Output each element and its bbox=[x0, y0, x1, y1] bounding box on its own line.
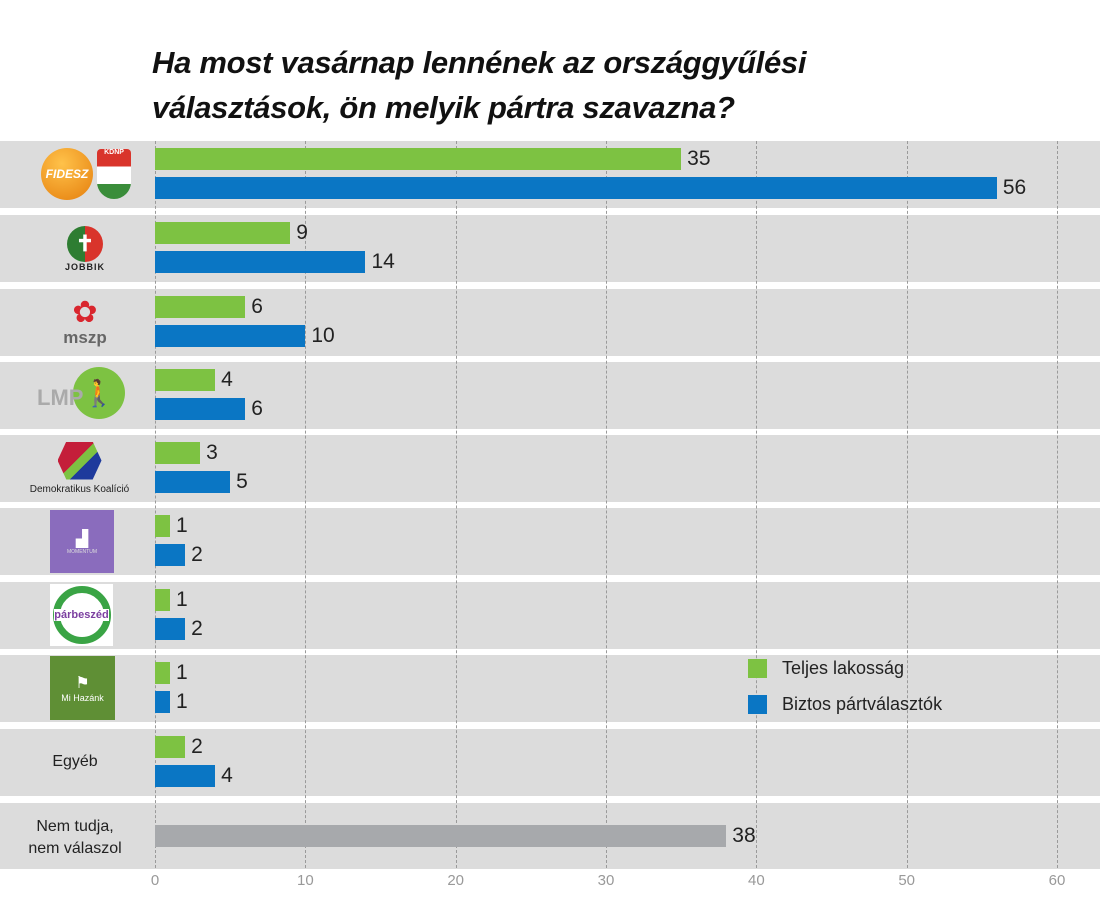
bar-teljes bbox=[155, 662, 171, 684]
bar-biztos bbox=[155, 251, 366, 273]
dk-mark-icon bbox=[57, 441, 102, 480]
bar-biztos bbox=[155, 544, 186, 566]
x-tick-label: 60 bbox=[1048, 872, 1066, 889]
dk-text: Demokratikus Koalíció bbox=[29, 483, 130, 495]
chart-title: Ha most vasárnap lennének az országgyűlé… bbox=[152, 45, 807, 125]
data-label: 56 bbox=[1002, 176, 1027, 199]
kdnp-logo: KDNP bbox=[97, 149, 131, 199]
legend-swatch bbox=[748, 659, 767, 678]
bar-biztos bbox=[155, 691, 171, 713]
momentum-logo: ▟ MOMENTUM bbox=[50, 510, 114, 573]
bar-teljes bbox=[155, 222, 291, 244]
data-label: 1 bbox=[176, 690, 188, 713]
label-nem-tudja-2: nem válaszol bbox=[28, 840, 122, 857]
fidesz-logo: FIDESZ bbox=[41, 148, 93, 200]
x-tick-label: 30 bbox=[597, 872, 615, 889]
gridline bbox=[606, 141, 607, 868]
data-label: 35 bbox=[687, 147, 711, 170]
data-label: 1 bbox=[176, 514, 188, 537]
bar-biztos bbox=[155, 618, 186, 640]
data-label: 14 bbox=[371, 250, 395, 273]
data-label: 9 bbox=[296, 221, 308, 244]
data-label: 4 bbox=[221, 764, 233, 787]
bar-teljes bbox=[155, 369, 216, 391]
bar-teljes bbox=[155, 296, 246, 318]
data-label: 6 bbox=[251, 295, 263, 318]
data-label: 5 bbox=[236, 470, 248, 493]
mihazank-logo: ⚑ Mi Hazánk bbox=[50, 656, 115, 720]
bar-teljes bbox=[155, 589, 171, 611]
carnation-icon: ✿ bbox=[72, 296, 98, 329]
bar-nem-tudja bbox=[155, 825, 727, 847]
bar-biztos bbox=[155, 765, 216, 787]
legend-label: Teljes lakosság bbox=[782, 658, 905, 678]
label-egyeb: Egyéb bbox=[52, 753, 98, 770]
data-label: 10 bbox=[311, 324, 335, 347]
gridline bbox=[305, 141, 307, 868]
parbeszed-text: párbeszéd bbox=[54, 609, 109, 621]
walking-person-icon: 🚶 bbox=[73, 367, 125, 419]
bar-biztos bbox=[155, 398, 246, 420]
mihazank-text: Mi Hazánk bbox=[61, 693, 104, 703]
momentum-text: MOMENTUM bbox=[67, 548, 97, 555]
legend-item-biztos: Biztos pártválasztók bbox=[748, 694, 942, 715]
jobbik-text: JOBBIK bbox=[64, 262, 105, 272]
gridline bbox=[756, 141, 758, 868]
data-label: 4 bbox=[221, 368, 233, 391]
parbeszed-logo: párbeszéd bbox=[50, 584, 113, 646]
data-label: 2 bbox=[191, 543, 203, 566]
data-label: 2 bbox=[191, 735, 203, 758]
gridline bbox=[455, 141, 457, 868]
gridline bbox=[906, 141, 908, 868]
x-tick-label: 50 bbox=[898, 872, 915, 889]
fidesz-kdnp-logo: FIDESZ KDNP bbox=[36, 145, 136, 203]
legend-swatch bbox=[748, 695, 767, 714]
x-tick-label: 20 bbox=[447, 872, 464, 889]
data-label: 2 bbox=[191, 617, 203, 640]
data-label: 1 bbox=[176, 588, 188, 611]
bar-teljes bbox=[155, 736, 186, 758]
legend-item-teljes: Teljes lakosság bbox=[748, 658, 904, 679]
lmp-text: LMP bbox=[37, 385, 84, 410]
lmp-logo: 🚶 LMP bbox=[35, 365, 125, 425]
legend-label: Biztos pártválasztók bbox=[782, 694, 943, 714]
cross-icon: ✝ bbox=[67, 226, 103, 262]
label-nem-tudja-1: Nem tudja, bbox=[36, 818, 114, 835]
data-label: 6 bbox=[251, 397, 263, 420]
data-label: 38 bbox=[732, 824, 756, 847]
row-band bbox=[0, 655, 1100, 722]
bar-teljes bbox=[155, 148, 682, 170]
data-label: 1 bbox=[176, 661, 188, 684]
bar-biztos bbox=[155, 471, 231, 493]
gridline bbox=[155, 141, 156, 868]
bar-teljes bbox=[155, 515, 171, 537]
gridline bbox=[1057, 141, 1058, 868]
x-tick-label: 10 bbox=[296, 872, 314, 889]
mszp-logo: ✿ mszp bbox=[55, 292, 115, 354]
x-tick-label: 40 bbox=[747, 872, 765, 889]
bar-biztos bbox=[155, 177, 997, 199]
bar-biztos bbox=[155, 325, 306, 347]
x-tick-label: 0 bbox=[150, 872, 160, 889]
bar-teljes bbox=[155, 442, 201, 464]
mszp-text: mszp bbox=[63, 328, 107, 347]
data-label: 3 bbox=[206, 441, 218, 464]
dk-logo: Demokratikus Koalíció bbox=[22, 438, 137, 498]
flag-icon: ⚑ bbox=[75, 675, 90, 692]
momentum-mark-icon: ▟ bbox=[75, 530, 89, 548]
jobbik-logo: ✝ JOBBIK bbox=[55, 218, 115, 280]
